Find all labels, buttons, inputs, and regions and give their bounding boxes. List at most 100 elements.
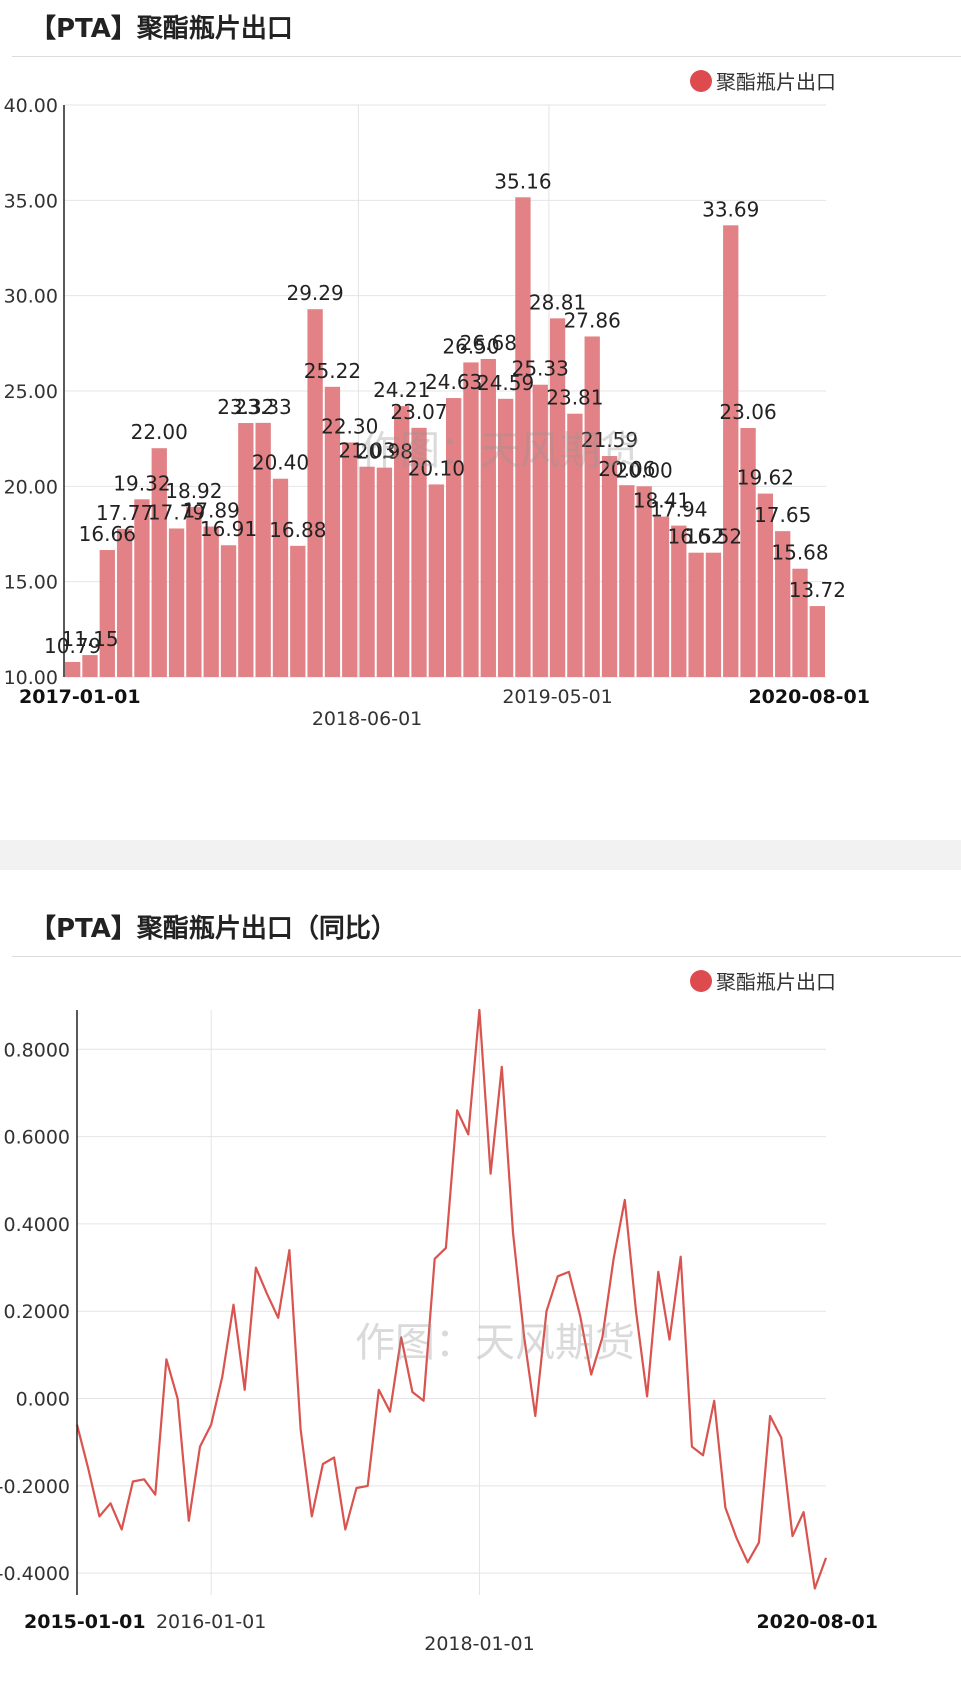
- bar: [428, 484, 444, 677]
- bar: [775, 531, 791, 677]
- data-label: 23.07: [390, 400, 447, 424]
- bar: [324, 386, 341, 677]
- data-label: 26.68: [460, 331, 517, 355]
- bar: [705, 552, 722, 677]
- data-label: 26.50: [442, 334, 499, 358]
- data-label: 23.33: [235, 395, 292, 419]
- bar: [186, 506, 202, 677]
- data-label: 24.63: [425, 370, 482, 394]
- bar: [290, 545, 306, 677]
- data-label: 18.41: [633, 489, 690, 513]
- data-label: 15.68: [771, 541, 828, 565]
- line-chart: -0.4000 -0.2000 0.000 0.2000 0.4000 0.6000 0.8…: [0, 1008, 878, 1655]
- data-label: 24.59: [477, 371, 534, 395]
- y-tick-label: 0.000: [16, 1389, 70, 1411]
- y-tick-label: 0.2000: [4, 1301, 70, 1323]
- data-label: 29.29: [286, 281, 343, 305]
- data-label: 21.03: [338, 439, 395, 463]
- data-label: 22.30: [321, 414, 378, 438]
- data-label: 23.81: [546, 386, 603, 410]
- bar: [411, 427, 427, 677]
- data-label: 17.65: [754, 503, 811, 527]
- y-tick-label: 35.00: [4, 190, 58, 212]
- data-label: 16.52: [685, 525, 742, 549]
- bar: [809, 606, 825, 677]
- bar: [342, 442, 358, 677]
- bar: [394, 406, 410, 677]
- bar: [82, 655, 98, 677]
- x-tick-label: 2020-08-01: [748, 686, 870, 708]
- data-label: 18.92: [165, 479, 222, 503]
- data-label: 16.52: [667, 525, 724, 549]
- data-label: 20.10: [408, 456, 465, 480]
- chart-legend[interactable]: 聚酯瓶片出口: [690, 966, 836, 995]
- data-label: 20.00: [616, 458, 673, 482]
- chart-title: 【PTA】聚酯瓶片出口（同比）: [30, 914, 397, 944]
- data-label: 33.69: [702, 197, 759, 221]
- x-tick-label: 2015-01-01: [24, 1611, 146, 1633]
- bar: [220, 545, 237, 677]
- data-label: 17.89: [183, 499, 240, 523]
- data-label: 19.32: [113, 471, 170, 495]
- data-label: 20.98: [356, 440, 413, 464]
- data-label: 35.16: [494, 169, 551, 193]
- data-label: 25.22: [304, 359, 361, 383]
- watermark: 作图：天风期货: [360, 428, 640, 474]
- series-line: [75, 1008, 828, 1590]
- bar: [446, 398, 462, 677]
- data-label: 17.79: [148, 500, 205, 524]
- y-tick-label: 20.00: [4, 476, 58, 498]
- x-tick-label: 2016-01-01: [156, 1611, 266, 1633]
- bar: [636, 486, 652, 677]
- data-label: 16.66: [79, 522, 136, 546]
- data-label: 17.77: [96, 501, 153, 525]
- legend-label: 聚酯瓶片出口: [716, 970, 836, 994]
- bar: [168, 528, 185, 677]
- data-label: 23.32: [217, 395, 274, 419]
- y-tick-label: 25.00: [4, 381, 58, 403]
- data-label: 27.86: [564, 308, 621, 332]
- bar: [601, 456, 618, 677]
- title-divider: [12, 956, 961, 957]
- y-tick-label: 10.00: [4, 667, 58, 689]
- data-label: 19.62: [737, 466, 794, 490]
- bar: [688, 552, 704, 677]
- title-divider: [12, 56, 961, 57]
- bar: [584, 336, 600, 677]
- bar: [757, 493, 774, 677]
- data-label: 17.94: [650, 498, 707, 522]
- x-tick-label: 2019-05-01: [502, 686, 612, 708]
- data-label: 16.88: [269, 518, 326, 542]
- data-label: 25.33: [512, 357, 569, 381]
- y-tick-label: 0.6000: [4, 1127, 70, 1149]
- bar: [723, 225, 739, 677]
- chart-title: 【PTA】聚酯瓶片出口: [30, 14, 293, 44]
- data-label: 13.72: [789, 578, 846, 602]
- x-tick-label: 2017-01-01: [19, 686, 141, 708]
- bar: [549, 318, 566, 677]
- bar: [203, 526, 219, 677]
- data-label: 20.06: [598, 457, 655, 481]
- bar: [619, 485, 635, 677]
- bar-chart-panel: 【PTA】聚酯瓶片出口 聚酯瓶片出口 10.00 15.00 20.00 25.00 3…: [0, 0, 961, 840]
- bar: [376, 467, 393, 677]
- bar: [653, 516, 670, 677]
- panel-separator: [0, 840, 961, 870]
- bar: [151, 448, 167, 677]
- bar: [134, 499, 150, 677]
- data-label: 22.00: [131, 420, 188, 444]
- y-tick-label: 15.00: [4, 572, 58, 594]
- chart-legend[interactable]: 聚酯瓶片出口: [690, 66, 836, 95]
- bar: [116, 528, 133, 677]
- bar: [359, 466, 375, 677]
- y-tick-label: -0.4000: [0, 1563, 70, 1585]
- bar: [740, 427, 756, 677]
- bar: [567, 413, 583, 677]
- data-label: 11.15: [61, 627, 118, 651]
- bar: [272, 478, 289, 677]
- y-tick-label: -0.2000: [0, 1476, 70, 1498]
- bar: [671, 525, 687, 677]
- y-tick-label: 0.8000: [4, 1039, 70, 1061]
- bar-chart: 10.00 15.00 20.00 25.00 30.00 35.00 40.00 10.79…: [4, 95, 870, 730]
- bar: [532, 384, 548, 677]
